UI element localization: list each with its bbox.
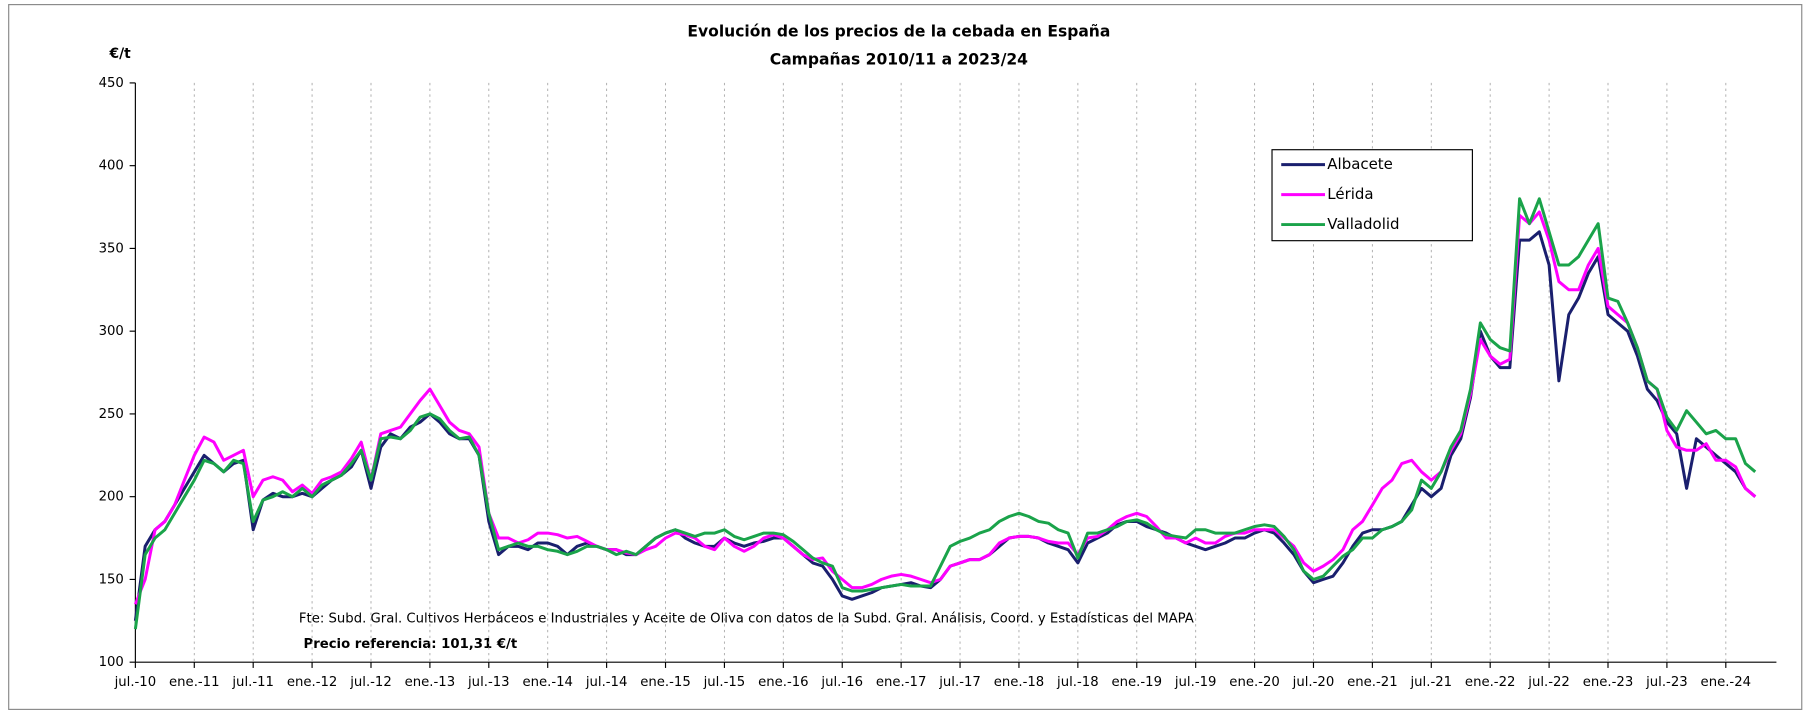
x-tick-label: ene.-11: [169, 675, 219, 690]
x-tick-label: ene.-12: [287, 675, 337, 690]
x-tick-label: jul.-15: [703, 675, 746, 690]
x-tick-label: jul.-18: [1056, 675, 1099, 690]
y-tick-label: 400: [99, 159, 124, 174]
chart-frame: [8, 4, 1803, 710]
x-tick-label: ene.-15: [640, 675, 691, 690]
reference-note: Precio referencia: 101,31 €/t: [304, 637, 518, 652]
y-tick-label: 300: [99, 324, 124, 339]
source-note: Fte: Subd. Gral. Cultivos Herbáceos e In…: [299, 610, 1194, 626]
x-tick-label: ene.-20: [1229, 675, 1280, 690]
x-tick-label: ene.-17: [876, 675, 927, 690]
x-tick-label: ene.-23: [1583, 675, 1634, 690]
x-tick-label: jul.-13: [467, 675, 510, 690]
y-tick-label: 200: [99, 490, 124, 505]
x-tick-label: ene.-24: [1701, 675, 1752, 690]
series-line: [133, 210, 1757, 605]
x-tick-label: ene.-16: [758, 675, 809, 690]
y-tick-label: 450: [99, 76, 124, 91]
x-tick-label: jul.-11: [231, 675, 274, 690]
series-line: [133, 197, 1757, 630]
x-tick-label: ene.-22: [1465, 675, 1516, 690]
x-tick-label: ene.-21: [1347, 675, 1398, 690]
x-tick-label: jul.-19: [1174, 675, 1217, 690]
legend-label: Valladolid: [1327, 215, 1399, 233]
x-tick-label: jul.-14: [585, 675, 628, 690]
x-tick-label: jul.-23: [1645, 675, 1688, 690]
x-tick-label: jul.-20: [1292, 675, 1335, 690]
x-tick-label: ene.-14: [522, 675, 573, 690]
x-tick-label: ene.-19: [1112, 675, 1163, 690]
x-tick-label: jul.-10: [114, 675, 157, 690]
x-tick-label: jul.-22: [1527, 675, 1570, 690]
x-tick-label: jul.-17: [938, 675, 981, 690]
x-tick-label: jul.-12: [349, 675, 392, 690]
legend-label: Albacete: [1327, 155, 1393, 173]
x-tick-label: ene.-13: [405, 675, 456, 690]
x-tick-label: ene.-18: [994, 675, 1045, 690]
y-tick-label: 350: [99, 241, 124, 256]
y-tick-label: 150: [99, 572, 124, 587]
x-tick-label: jul.-21: [1409, 675, 1452, 690]
y-tick-label: 100: [99, 655, 124, 670]
legend-label: Lérida: [1327, 185, 1373, 203]
x-tick-label: jul.-16: [820, 675, 863, 690]
y-axis-label: €/t: [109, 46, 132, 62]
chart-subtitle: Campañas 2010/11 a 2023/24: [770, 50, 1028, 68]
chart-title: Evolución de los precios de la cebada en…: [687, 23, 1110, 41]
y-tick-label: 250: [99, 407, 124, 422]
